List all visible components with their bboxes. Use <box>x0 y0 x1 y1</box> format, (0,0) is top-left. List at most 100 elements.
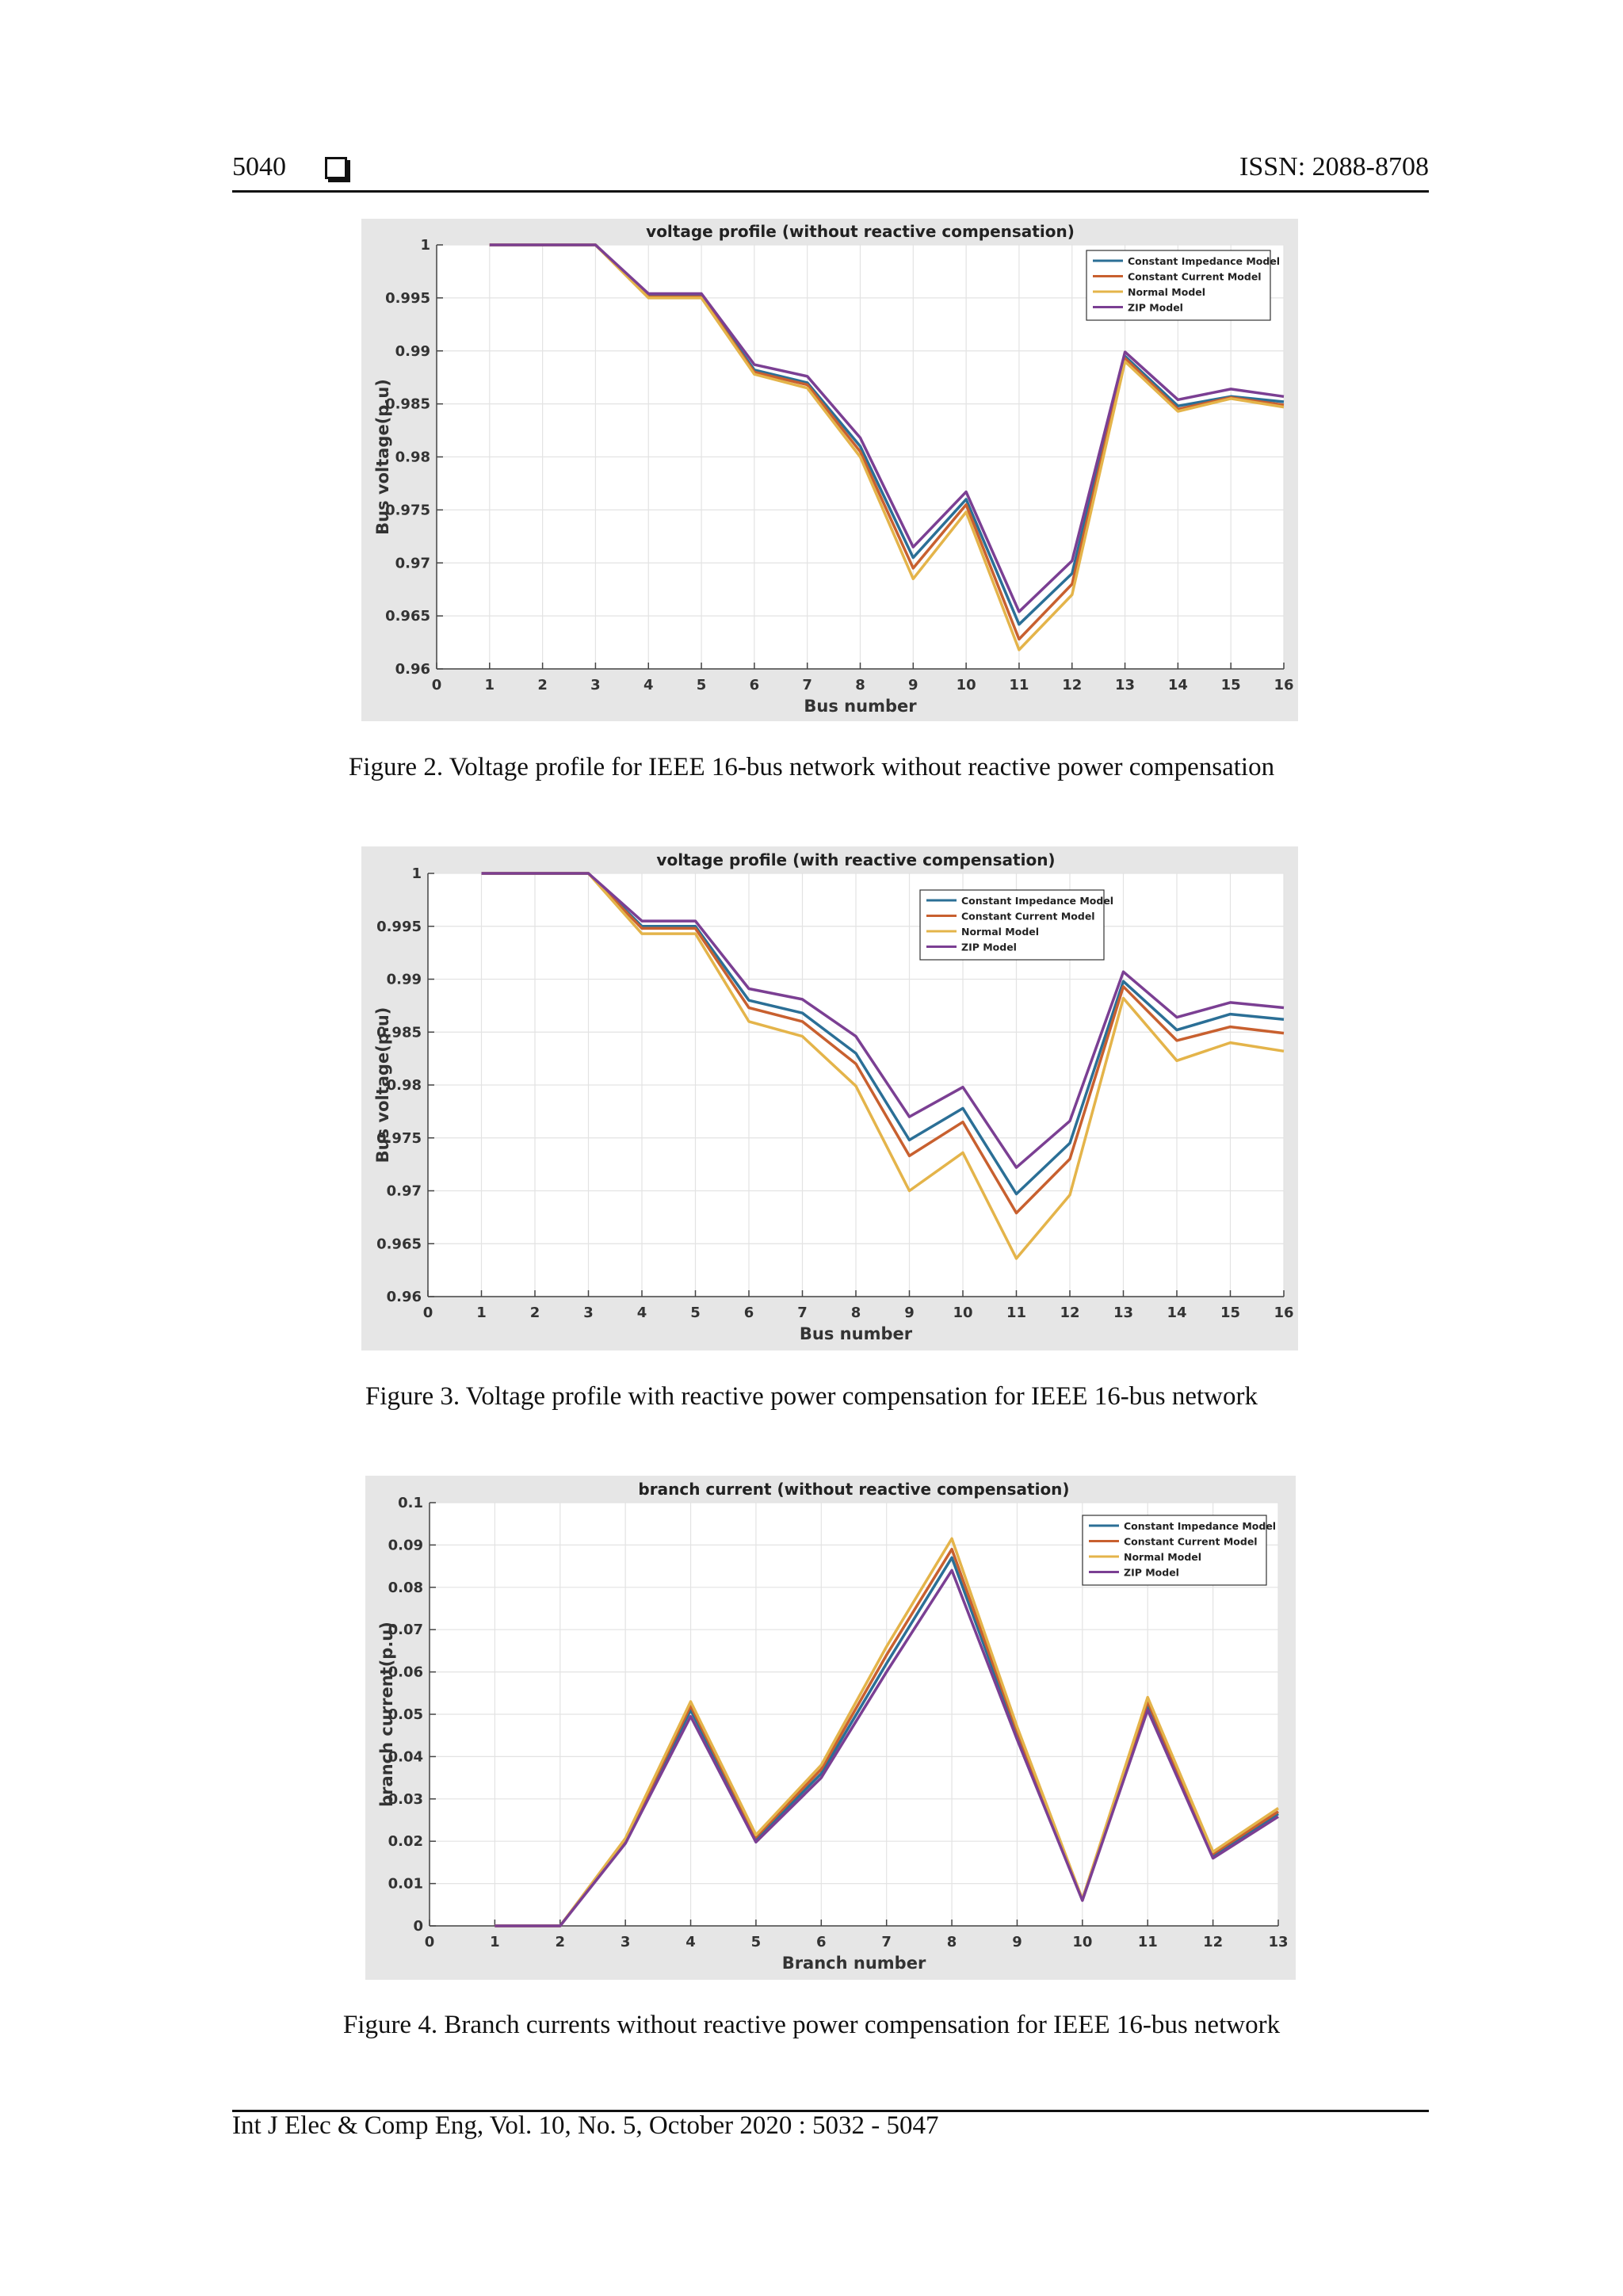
x-tick-label: 11 <box>1009 677 1029 693</box>
y-tick-label: 0.98 <box>387 1077 422 1094</box>
x-tick-label: 5 <box>690 1305 701 1321</box>
x-tick-label: 8 <box>855 677 865 693</box>
x-axis-label: Bus number <box>800 1324 913 1343</box>
y-tick-label: 0.97 <box>395 555 430 571</box>
y-tick-label: 0.1 <box>398 1495 423 1511</box>
chart-svg: 0 1 2 3 4 5 6 7 8 9 10 11 12 13 14 15 160.960.9650.970.9… <box>361 846 1298 1350</box>
legend-box <box>919 889 1105 961</box>
y-tick-label: 0.04 <box>388 1748 423 1765</box>
x-tick-label: 12 <box>1060 1305 1079 1321</box>
x-tick-label: 13 <box>1268 1934 1288 1950</box>
x-tick-label: 12 <box>1062 677 1082 693</box>
x-tick-label: 7 <box>797 1305 808 1321</box>
x-tick-label: 8 <box>851 1305 861 1321</box>
series-line-3 <box>489 243 1285 651</box>
y-tick-label: 0.985 <box>385 396 430 413</box>
x-tick-label: 15 <box>1221 677 1241 693</box>
y-tick-label: 0.99 <box>395 343 430 360</box>
figure-2-caption: Figure 2. Voltage profile for IEEE 16-bu… <box>348 753 1275 781</box>
series-line-4 <box>481 872 1285 1169</box>
y-tick-label: 0.05 <box>388 1706 423 1723</box>
y-tick-label: 1 <box>420 237 430 254</box>
y-tick-label: 1 <box>411 865 422 882</box>
x-tick-label: 9 <box>1012 1934 1022 1950</box>
y-tick-label: 0.08 <box>388 1580 423 1596</box>
x-tick-label: 10 <box>1072 1934 1092 1950</box>
x-tick-label: 6 <box>816 1934 827 1950</box>
y-tick-label: 0.96 <box>387 1289 422 1305</box>
issn-label: ISSN: 2088-8708 <box>1239 152 1429 181</box>
y-axis-label: Bus voltage(p.u) <box>373 1007 392 1163</box>
figure-2-chart: 0 1 2 3 4 5 6 7 8 9 10 11 12 13 14 15 16 0.96 0.965 0.97 0.9… <box>361 219 1298 721</box>
y-tick-label: 0.07 <box>388 1622 423 1638</box>
y-axis-label: Bus voltage(p.u) <box>373 379 392 535</box>
chart-svg: 0 1 2 3 4 5 6 7 8 9 10 11 12 13 14 15 160.960.9650.970.9… <box>361 219 1298 721</box>
y-tick-label: 0.995 <box>385 290 430 307</box>
figure-3-caption: Figure 3. Voltage profile with reactive … <box>365 1382 1258 1411</box>
y-tick-label: 0.97 <box>387 1183 422 1200</box>
x-tick-label: 3 <box>621 1934 631 1950</box>
x-tick-label: 2 <box>537 677 548 693</box>
y-tick-label: 0.975 <box>385 502 430 518</box>
x-tick-label: 8 <box>947 1934 957 1950</box>
footer-rule <box>232 2110 1429 2112</box>
y-tick-label: 0.06 <box>388 1664 423 1681</box>
y-tick-label: 0.03 <box>388 1791 423 1808</box>
legend-entry: ZIP Model <box>1128 302 1183 314</box>
x-axis-label: Bus number <box>804 697 917 716</box>
x-tick-label: 5 <box>697 677 707 693</box>
legend-box <box>1086 250 1271 321</box>
legend-entry: Normal Model <box>961 926 1039 938</box>
x-axis-label: Branch number <box>782 1954 926 1973</box>
y-tick-label: 0.985 <box>376 1024 422 1041</box>
legend-entry: Constant Current Model <box>1128 271 1262 283</box>
x-tick-label: 15 <box>1220 1305 1240 1321</box>
legend-box <box>1082 1515 1267 1586</box>
figure-4-chart: 0 1 2 3 4 5 6 7 8 9 10 11 12 13 0 0.01 0.02 0.03 0.04 0.05 0… <box>365 1476 1296 1980</box>
footer-citation: Int J Elec & Comp Eng, Vol. 10, No. 5, O… <box>232 2111 939 2140</box>
legend-entry: Constant Impedance Model <box>1124 1520 1276 1532</box>
x-tick-label: 7 <box>881 1934 892 1950</box>
x-tick-label: 1 <box>485 677 495 693</box>
x-tick-label: 10 <box>957 677 976 693</box>
legend-entry: Constant Current Model <box>1124 1536 1258 1548</box>
legend-entry: ZIP Model <box>961 942 1017 953</box>
y-tick-label: 0.01 <box>388 1876 423 1893</box>
x-tick-label: 0 <box>432 677 442 693</box>
legend-entry: Constant Current Model <box>961 911 1095 923</box>
x-tick-label: 11 <box>1006 1305 1026 1321</box>
x-tick-label: 16 <box>1274 677 1293 693</box>
series-line-4 <box>495 1568 1279 1927</box>
chart-title: branch current (without reactive compens… <box>638 1480 1069 1499</box>
series-line-3 <box>481 872 1285 1260</box>
y-tick-label: 0.09 <box>388 1537 423 1553</box>
header-rule <box>232 190 1429 193</box>
x-tick-label: 2 <box>530 1305 540 1321</box>
figure-4-caption: Figure 4. Branch currents without reacti… <box>342 2011 1281 2039</box>
chart-title: voltage profile (with reactive compensat… <box>656 850 1055 869</box>
x-tick-label: 6 <box>750 677 760 693</box>
x-tick-label: 0 <box>425 1934 435 1950</box>
page-number: 5040 <box>232 152 286 181</box>
x-tick-label: 10 <box>953 1305 972 1321</box>
x-tick-label: 2 <box>556 1934 566 1950</box>
x-tick-label: 12 <box>1203 1934 1223 1950</box>
y-tick-label: 0.965 <box>376 1236 422 1252</box>
y-tick-label: 0.995 <box>376 919 422 935</box>
x-tick-label: 9 <box>904 1305 915 1321</box>
x-tick-label: 13 <box>1113 1305 1133 1321</box>
y-tick-label: 0.975 <box>376 1130 422 1147</box>
x-tick-label: 16 <box>1274 1305 1293 1321</box>
x-tick-label: 5 <box>751 1934 762 1950</box>
chart-svg: 0 1 2 3 4 5 6 7 8 9 10 11 12 1300.010.020.030.040.050… <box>365 1476 1296 1980</box>
series-line-4 <box>489 243 1285 613</box>
x-tick-label: 14 <box>1168 677 1188 693</box>
y-tick-label: 0.98 <box>395 449 430 466</box>
x-tick-label: 3 <box>583 1305 594 1321</box>
x-tick-label: 7 <box>802 677 812 693</box>
series-line-3 <box>495 1537 1279 1927</box>
page-header: 5040 ISSN: 2088-8708 <box>232 152 1429 192</box>
x-tick-label: 4 <box>685 1934 696 1950</box>
chart-title: voltage profile (without reactive compen… <box>646 222 1075 241</box>
x-tick-label: 13 <box>1115 677 1135 693</box>
